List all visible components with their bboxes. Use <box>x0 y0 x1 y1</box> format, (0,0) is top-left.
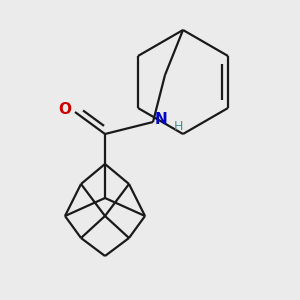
Text: H: H <box>173 119 183 133</box>
Text: O: O <box>58 103 71 118</box>
Text: N: N <box>154 112 167 127</box>
